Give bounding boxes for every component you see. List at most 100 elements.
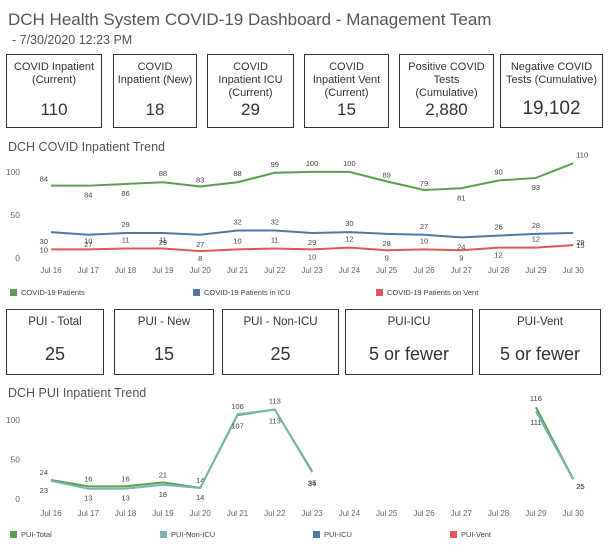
x-tick-label: Jul 24 — [339, 509, 361, 518]
covid-inpatient-trend-chart: 0 50 100 Jul 16 Jul 17 Jul 18 Jul 19 Jul 20 Jul … — [6, 150, 588, 297]
kpi-covid-inpatient-current[interactable]: COVID Inpatient (Current) 110 — [6, 54, 102, 128]
data-label: 10 — [420, 236, 428, 245]
kpi-value: 25 — [44, 344, 66, 364]
kpi-label: PUI - Non-ICU — [243, 316, 318, 328]
x-tick-label: Jul 30 — [563, 509, 585, 518]
data-label: 86 — [121, 189, 129, 198]
kpi-value: 15 — [337, 100, 356, 119]
legend-label: PUI-Vent — [461, 530, 492, 539]
data-label: 11 — [271, 236, 279, 245]
kpi-pui-vent[interactable]: PUI-Vent 5 or fewer — [479, 309, 601, 375]
kpi-pui-icu[interactable]: PUI-ICU 5 or fewer — [345, 309, 473, 375]
legend-label: COVID-19 Patients on Vent — [387, 288, 479, 297]
data-label: 30 — [40, 237, 48, 246]
x-tick-label: Jul 16 — [40, 509, 62, 518]
data-label: 21 — [159, 470, 167, 479]
data-label: 93 — [532, 183, 540, 192]
kpi-negative-tests[interactable]: Negative COVID Tests (Cumulative) 19,102 — [500, 54, 603, 128]
y-tick-label: 0 — [15, 253, 20, 263]
data-label: 8 — [198, 254, 202, 263]
legend-swatch — [160, 531, 167, 538]
series-line-2 — [50, 408, 313, 490]
data-label: 28 — [532, 221, 540, 230]
data-label: 16 — [84, 474, 92, 483]
kpi-pui-total[interactable]: PUI - Total 25 — [6, 309, 104, 375]
kpi-covid-inpatient-vent[interactable]: COVID Inpatient Vent (Current) 15 — [304, 54, 389, 128]
x-tick-label: Jul 29 — [525, 509, 547, 518]
kpi-label: COVID Inpatient (New) — [117, 61, 193, 86]
kpi-value: 19,102 — [522, 98, 581, 119]
kpi-positive-tests[interactable]: Positive COVID Tests (Cumulative) 2,880 — [399, 54, 494, 128]
data-label: 34 — [308, 479, 316, 488]
y-tick-label: 100 — [6, 167, 20, 177]
pui-chart-title: DCH PUI Inpatient Trend — [8, 386, 147, 400]
data-label: 107 — [231, 421, 244, 430]
kpi-label: Positive COVID Tests (Cumulative) — [408, 61, 485, 99]
data-label: 84 — [40, 175, 48, 184]
x-tick-label: Jul 28 — [488, 266, 510, 275]
data-label: 32 — [271, 217, 279, 226]
x-tick-label: Jul 17 — [78, 266, 100, 275]
data-label: 27 — [84, 240, 92, 249]
y-tick-label: 50 — [11, 454, 21, 464]
kpi-pui-non-icu[interactable]: PUI - Non-ICU 25 — [222, 309, 339, 375]
x-tick-label: Jul 28 — [488, 509, 510, 518]
data-label: 25 — [576, 482, 584, 491]
kpi-value: 18 — [145, 100, 165, 119]
kpi-covid-inpatient-icu[interactable]: COVID Inpatient ICU (Current) 29 — [207, 54, 294, 128]
data-label: 9 — [385, 253, 389, 262]
covid-kpi-row: COVID Inpatient (Current) 110 COVID Inpa… — [6, 54, 603, 128]
data-label: 84 — [84, 191, 92, 200]
data-label: 32 — [233, 217, 241, 226]
kpi-label: PUI-Vent — [516, 316, 564, 328]
x-tick-label: Jul 24 — [339, 266, 361, 275]
kpi-label: PUI - New — [137, 316, 191, 328]
series-line-1 — [51, 162, 574, 191]
x-tick-label: Jul 23 — [301, 509, 323, 518]
data-label: 27 — [196, 240, 204, 249]
kpi-label: COVID Inpatient ICU (Current) — [218, 61, 283, 99]
data-label: 90 — [494, 168, 502, 177]
data-label: 14 — [196, 493, 204, 502]
legend-swatch — [376, 289, 383, 296]
covid-chart-title: DCH COVID Inpatient Trend — [8, 140, 166, 154]
pui-kpi-row: PUI - Total 25 PUI - New 15 PUI - Non-IC… — [6, 309, 601, 375]
dashboard-timestamp: - 7/30/2020 12:23 PM — [12, 33, 133, 47]
legend-label: PUI-ICU — [324, 530, 352, 539]
data-label: 26 — [494, 223, 502, 232]
legend-label: PUI-Non-ICU — [171, 530, 215, 539]
data-label: 88 — [159, 169, 167, 178]
legend-label: COVID-19 Patients — [21, 288, 85, 297]
data-label: 12 — [345, 235, 353, 244]
kpi-value: 5 or fewer — [368, 344, 450, 364]
series-line-2 — [535, 410, 575, 480]
data-label: 100 — [343, 159, 356, 168]
kpi-pui-new[interactable]: PUI - New 15 — [114, 309, 214, 375]
data-label: 28 — [383, 239, 391, 248]
x-tick-label: Jul 16 — [40, 266, 62, 275]
legend-label: COVID-19 Patients in ICU — [204, 288, 291, 297]
kpi-label: COVID Inpatient (Current) — [13, 61, 95, 86]
kpi-value: 15 — [153, 344, 175, 364]
legend-label: PUI-Total — [21, 530, 52, 539]
x-tick-label: Jul 19 — [152, 509, 174, 518]
x-tick-label: Jul 25 — [376, 266, 398, 275]
dashboard-title: DCH Health System COVID-19 Dashboard - M… — [8, 10, 492, 29]
x-tick-label: Jul 27 — [451, 509, 473, 518]
data-label: 12 — [494, 251, 502, 260]
data-label: 18 — [159, 490, 167, 499]
data-label: 12 — [532, 235, 540, 244]
y-tick-label: 0 — [15, 494, 20, 504]
legend-swatch — [193, 289, 200, 296]
x-tick-label: Jul 25 — [376, 509, 398, 518]
series-line-2 — [50, 229, 574, 239]
x-tick-label: Jul 21 — [227, 509, 249, 518]
data-label: 24 — [40, 468, 48, 477]
data-label: 110 — [576, 150, 588, 159]
kpi-covid-inpatient-new[interactable]: COVID Inpatient (New) 18 — [113, 54, 197, 128]
kpi-label: COVID Inpatient Vent (Current) — [312, 61, 381, 99]
kpi-label: PUI-ICU — [387, 316, 431, 328]
data-label: 106 — [231, 402, 244, 411]
x-tick-label: Jul 27 — [451, 266, 473, 275]
data-label: 13 — [121, 494, 129, 503]
